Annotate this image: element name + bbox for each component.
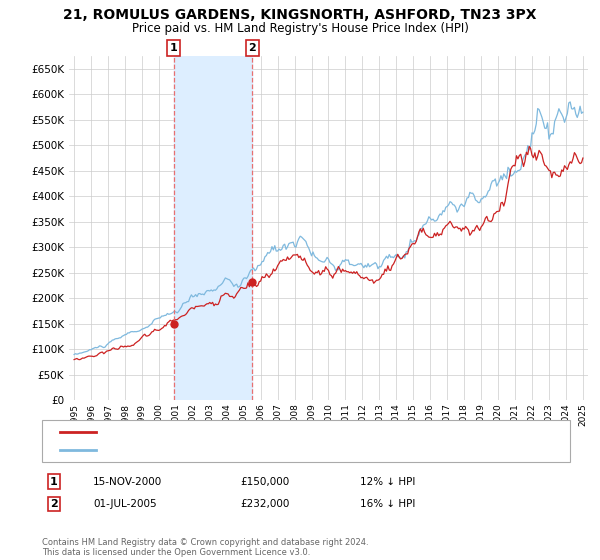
Text: 2: 2 bbox=[248, 43, 256, 53]
Text: 1: 1 bbox=[170, 43, 178, 53]
Text: £232,000: £232,000 bbox=[240, 499, 289, 509]
Text: HPI: Average price, detached house, Ashford: HPI: Average price, detached house, Ashf… bbox=[105, 445, 323, 455]
Text: 16% ↓ HPI: 16% ↓ HPI bbox=[360, 499, 415, 509]
Text: Price paid vs. HM Land Registry's House Price Index (HPI): Price paid vs. HM Land Registry's House … bbox=[131, 22, 469, 35]
Text: £150,000: £150,000 bbox=[240, 477, 289, 487]
Text: 01-JUL-2005: 01-JUL-2005 bbox=[93, 499, 157, 509]
Text: 12% ↓ HPI: 12% ↓ HPI bbox=[360, 477, 415, 487]
Text: 21, ROMULUS GARDENS, KINGSNORTH, ASHFORD, TN23 3PX (detached house): 21, ROMULUS GARDENS, KINGSNORTH, ASHFORD… bbox=[105, 427, 491, 437]
Text: 21, ROMULUS GARDENS, KINGSNORTH, ASHFORD, TN23 3PX: 21, ROMULUS GARDENS, KINGSNORTH, ASHFORD… bbox=[63, 8, 537, 22]
Text: 1: 1 bbox=[50, 477, 58, 487]
Text: Contains HM Land Registry data © Crown copyright and database right 2024.
This d: Contains HM Land Registry data © Crown c… bbox=[42, 538, 368, 557]
Text: 15-NOV-2000: 15-NOV-2000 bbox=[93, 477, 162, 487]
Text: 2: 2 bbox=[50, 499, 58, 509]
Bar bbox=[174, 56, 252, 400]
